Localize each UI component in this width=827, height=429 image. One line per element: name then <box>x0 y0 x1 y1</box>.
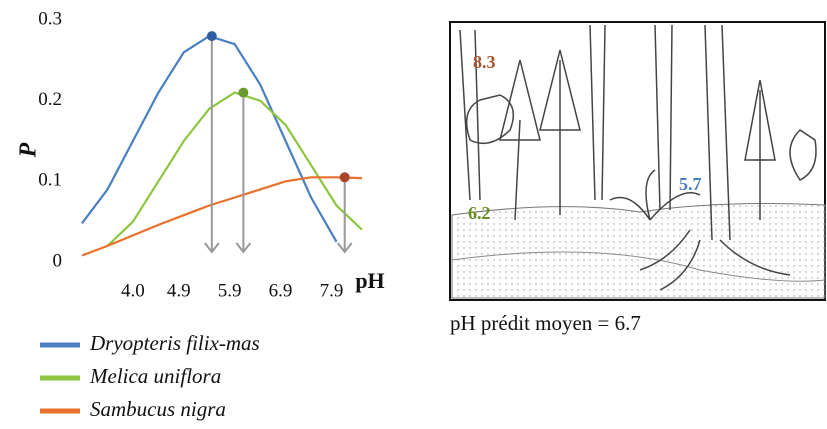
arrow-head <box>235 242 252 254</box>
y-tick-label: 0.3 <box>38 8 62 29</box>
illustration-label: 6.2 <box>468 203 491 223</box>
legend-label: Melica uniflora <box>89 364 221 388</box>
peak-marker <box>339 172 350 183</box>
peak-marker <box>238 87 249 98</box>
y-axis-label: P <box>16 142 42 158</box>
x-tick-label: 4.9 <box>167 280 191 301</box>
illustration-caption: pH prédit moyen = 6.7 <box>450 311 641 335</box>
x-tick-label: 5.9 <box>218 280 242 301</box>
arrow-head <box>336 242 353 254</box>
x-tick-label: 4.0 <box>121 280 145 301</box>
y-tick-label: 0 <box>53 250 63 271</box>
series-line <box>81 34 338 243</box>
series-line <box>81 176 363 257</box>
x-tick-label: 6.9 <box>269 280 293 301</box>
illustration-label: 8.3 <box>473 52 496 72</box>
illustration-label: 5.7 <box>679 174 702 194</box>
legend-label: Dryopteris filix-mas <box>89 331 260 355</box>
x-axis-label: pH <box>355 268 384 293</box>
legend-label: Sambucus nigra <box>90 397 226 421</box>
peak-marker <box>206 31 217 42</box>
series-line <box>106 91 363 247</box>
forest-illustration <box>449 21 826 301</box>
x-tick-label: 7.9 <box>320 280 344 301</box>
arrow-head <box>204 242 220 254</box>
y-tick-label: 0.1 <box>38 170 62 191</box>
y-tick-label: 0.2 <box>38 89 62 110</box>
